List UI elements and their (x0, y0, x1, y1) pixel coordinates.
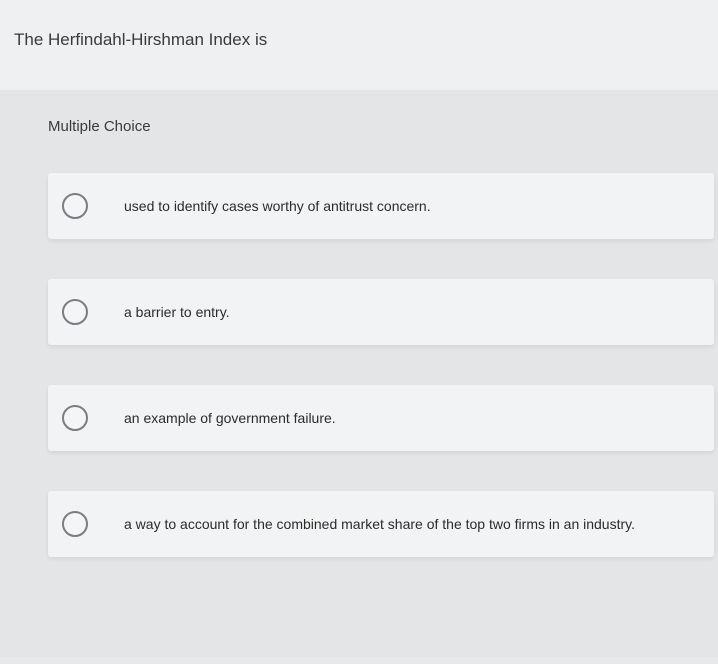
option-text: a way to account for the combined market… (124, 516, 635, 532)
section-label: Multiple Choice (0, 118, 718, 173)
option-text: a barrier to entry. (124, 304, 230, 320)
answer-section: Multiple Choice used to identify cases w… (0, 90, 718, 657)
radio-icon[interactable] (62, 405, 88, 431)
radio-icon[interactable] (62, 511, 88, 537)
option-row[interactable]: used to identify cases worthy of antitru… (48, 173, 714, 239)
option-row[interactable]: an example of government failure. (48, 385, 714, 451)
option-text: an example of government failure. (124, 410, 336, 426)
question-text: The Herfindahl-Hirshman Index is (14, 30, 698, 50)
option-row[interactable]: a way to account for the combined market… (48, 491, 714, 557)
question-area: The Herfindahl-Hirshman Index is (0, 0, 718, 90)
radio-icon[interactable] (62, 299, 88, 325)
option-row[interactable]: a barrier to entry. (48, 279, 714, 345)
radio-icon[interactable] (62, 193, 88, 219)
option-text: used to identify cases worthy of antitru… (124, 198, 431, 214)
